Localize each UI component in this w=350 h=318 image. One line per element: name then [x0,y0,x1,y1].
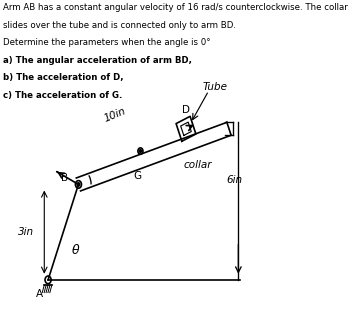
Text: $\theta$: $\theta$ [71,243,80,257]
Text: collar: collar [183,160,212,170]
Text: A: A [36,289,43,299]
Text: Determine the parameters when the angle is 0°: Determine the parameters when the angle … [2,38,210,47]
Text: 10in: 10in [103,106,127,124]
Text: slides over the tube and is connected only to arm BD.: slides over the tube and is connected on… [2,21,236,30]
Text: D: D [182,105,190,115]
Text: G: G [134,171,142,181]
Text: b) The acceleration of D,: b) The acceleration of D, [2,73,123,82]
Text: Tube: Tube [202,82,228,93]
Text: 3in: 3in [18,227,34,237]
Text: c) The acceleration of G.: c) The acceleration of G. [2,91,122,100]
Circle shape [139,150,141,152]
Text: B: B [61,173,68,183]
Text: a) The angular acceleration of arm BD,: a) The angular acceleration of arm BD, [2,56,191,65]
Text: 6in: 6in [226,175,243,185]
Circle shape [77,183,80,186]
Text: Arm AB has a constant angular velocity of 16 rad/s counterclockwise. The collar : Arm AB has a constant angular velocity o… [2,3,350,12]
